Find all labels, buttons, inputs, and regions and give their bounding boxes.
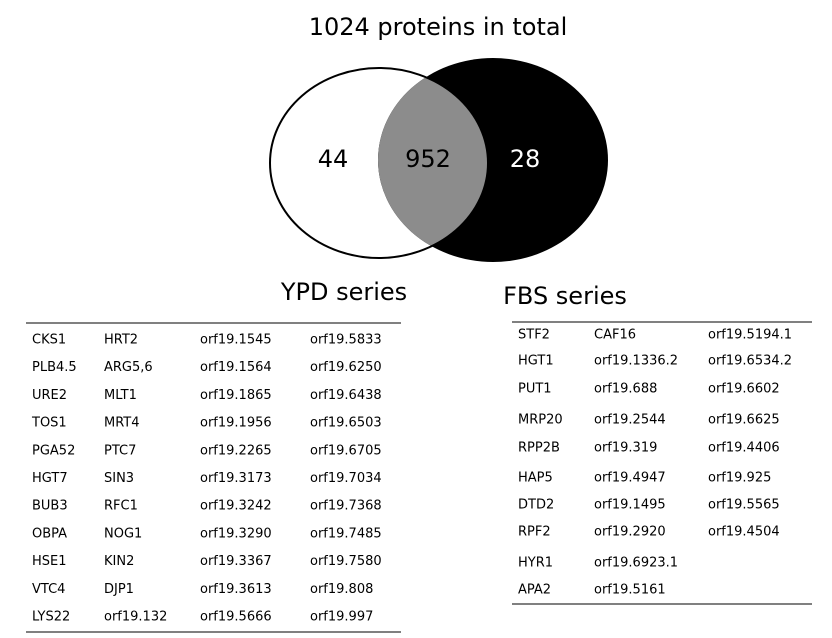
table-cell: MRT4 [104,416,140,431]
table-cell: orf19.7580 [310,554,382,569]
table-cell: orf19.6625 [708,413,780,428]
table-cell: HGT7 [32,471,68,486]
table-cell: orf19.6534.2 [708,354,792,369]
table-cell: CAF16 [594,328,636,343]
table-cell: orf19.6705 [310,443,382,458]
table-cell: orf19.4406 [708,441,780,456]
table-cell: orf19.3242 [200,499,272,514]
table-cell: NOG1 [104,526,142,541]
table-cell: orf19.6438 [310,388,382,403]
table-cell: orf19.5565 [708,498,780,513]
table-cell: MRP20 [518,413,563,428]
fbs-title: FBS series [503,282,627,310]
table-cell: TOS1 [31,416,67,431]
table-cell: orf19.5161 [594,583,666,598]
table-cell: orf19.132 [104,610,167,625]
table-cell: PUT1 [518,382,552,397]
table-cell: DTD2 [518,498,554,513]
table-cell: orf19.3367 [200,554,272,569]
table-cell: SIN3 [104,471,134,486]
table-cell: orf19.319 [594,441,657,456]
table-cell: KIN2 [104,554,134,569]
venn-title: 1024 proteins in total [309,13,568,41]
table-cell: HYR1 [518,556,553,571]
table-cell: orf19.3613 [200,582,272,597]
table-cell: orf19.925 [708,471,771,486]
table-cell: orf19.5833 [310,333,382,348]
table-cell: RPF2 [518,525,551,540]
overlap [378,68,488,258]
table-cell: orf19.7368 [310,499,382,514]
table-cell: PTC7 [104,443,136,458]
table-cell: orf19.5666 [200,610,272,625]
table-cell: orf19.6503 [310,416,382,431]
table-cell: APA2 [518,583,551,598]
table-cell: orf19.4504 [708,525,780,540]
table-cell: HAP5 [518,471,553,486]
table-cell: orf19.1865 [200,388,272,403]
table-cell: orf19.1956 [200,416,272,431]
right-count: 28 [510,145,541,173]
table-cell: HSE1 [32,554,67,569]
left-count: 44 [318,145,349,173]
table-cell: orf19.3290 [200,526,272,541]
table-cell: HRT2 [104,333,138,348]
table-cell: orf19.1495 [594,498,666,513]
table-cell: orf19.1336.2 [594,354,678,369]
table-cell: ARG5,6 [104,360,153,375]
table-cell: HGT1 [518,354,554,369]
table-cell: orf19.6923.1 [594,556,678,571]
table-cell: orf19.7485 [310,526,382,541]
table-cell: orf19.2920 [594,525,666,540]
table-cell: CKS1 [32,333,66,348]
table-cell: orf19.1545 [200,333,272,348]
table-cell: orf19.6250 [310,360,382,375]
table-cell: orf19.1564 [200,360,272,375]
table-cell: orf19.7034 [310,471,382,486]
table-cell: LYS22 [32,610,70,625]
table-cell: DJP1 [104,582,134,597]
table-cell: orf19.4947 [594,471,666,486]
table-cell: VTC4 [32,582,65,597]
ypd-title: YPD series [280,278,407,306]
table-cell: STF2 [518,328,550,343]
table-cell: PLB4.5 [32,360,77,375]
table-cell: orf19.6602 [708,382,780,397]
table-cell: orf19.2544 [594,413,666,428]
table-cell: MLT1 [104,388,137,403]
table-cell: PGA52 [32,443,75,458]
table-cell: BUB3 [32,499,68,514]
table-cell: orf19.2265 [200,443,272,458]
table-cell: URE2 [32,388,67,403]
table-cell: orf19.688 [594,382,657,397]
overlap-count: 952 [405,145,451,173]
table-cell: RPP2B [518,441,560,456]
table-cell: orf19.5194.1 [708,328,792,343]
table-cell: orf19.808 [310,582,373,597]
table-cell: orf19.997 [310,610,373,625]
table-cell: orf19.3173 [200,471,272,486]
table-cell: OBPA [32,526,67,541]
table-cell: RFC1 [104,499,138,514]
ypd-circle [269,67,489,259]
